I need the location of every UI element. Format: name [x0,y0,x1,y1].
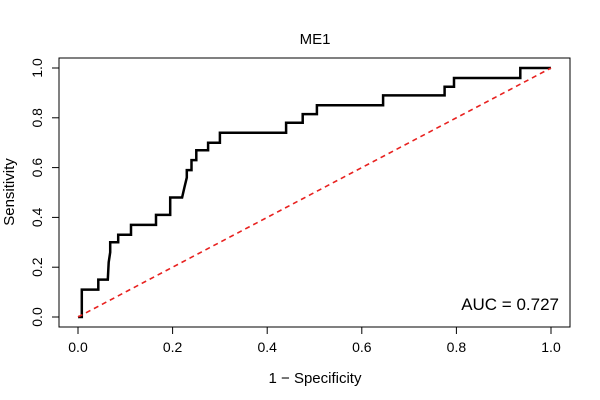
x-tick-label: 1.0 [541,339,561,355]
reference-diagonal-line [77,67,552,318]
x-tick-label: 0.2 [163,339,183,355]
y-tick-label: 0.0 [29,307,45,327]
y-tick-label: 0.4 [29,207,45,227]
x-axis: 0.0 0.2 0.4 0.6 0.8 1.0 [68,326,561,355]
x-tick-label: 0.8 [447,339,467,355]
chart-title: ME1 [300,31,331,48]
y-axis-label: Sensitivity [1,158,18,226]
roc-curve-line [78,66,551,319]
y-tick-label: 0.8 [29,108,45,128]
y-tick-label: 0.6 [29,158,45,178]
y-axis: 0.0 0.2 0.4 0.6 0.8 1.0 [29,58,60,327]
x-axis-label: 1 − Specificity [269,370,362,387]
auc-annotation: AUC = 0.727 [461,295,559,314]
y-tick-label: 0.2 [29,257,45,277]
x-tick-label: 0.0 [68,339,88,355]
series-layer [77,66,552,319]
x-tick-label: 0.4 [257,339,277,355]
y-tick-label: 1.0 [29,58,45,78]
x-tick-label: 0.6 [352,339,372,355]
